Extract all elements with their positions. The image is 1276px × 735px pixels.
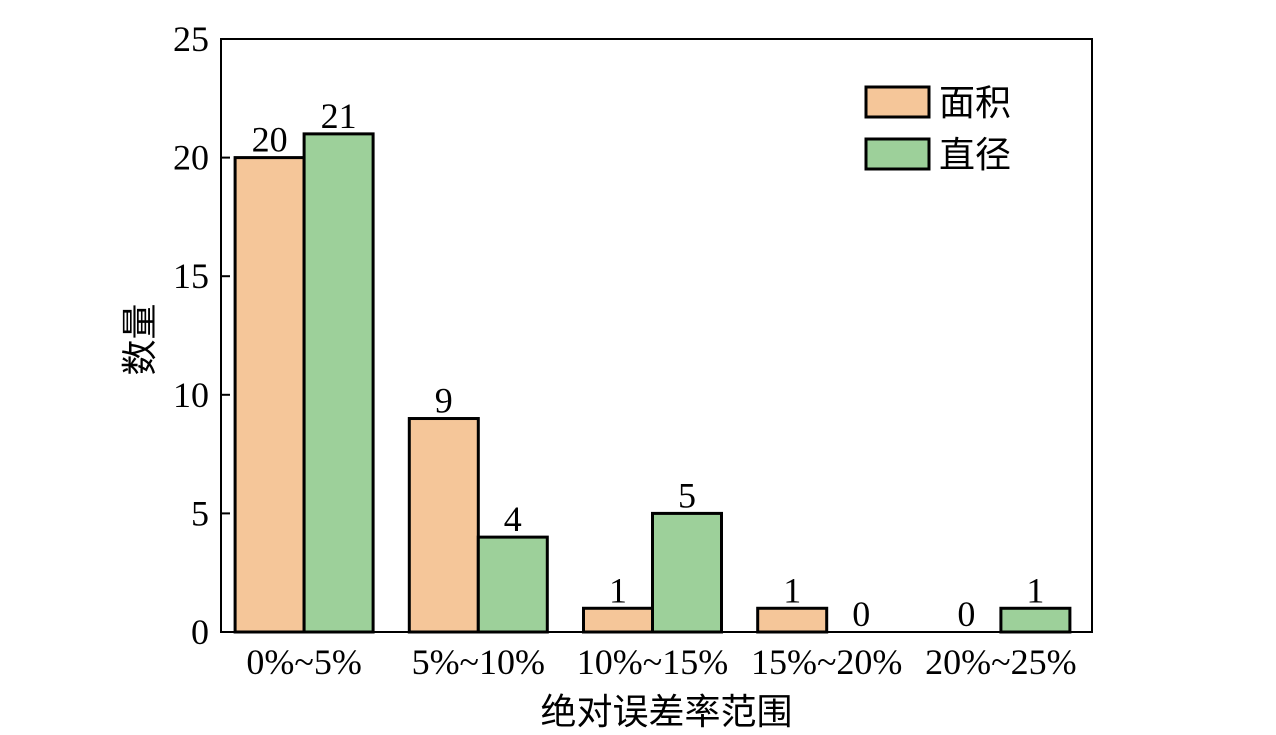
y-tick-label: 5 (191, 493, 209, 533)
y-axis: 0 5 10 15 20 25 (173, 19, 230, 652)
bar-diameter (476, 535, 549, 634)
data-label-diameter: 4 (504, 499, 522, 539)
bar-diameter (999, 606, 1072, 634)
bar-diameter (651, 511, 723, 634)
y-tick-label: 0 (191, 612, 209, 652)
bars-group (233, 132, 1072, 634)
data-label-area: 0 (957, 594, 975, 634)
x-tick-label: 10%~15% (577, 642, 728, 682)
x-tick-label: 20%~25% (925, 642, 1076, 682)
data-label-area: 20 (252, 120, 288, 160)
x-axis-title: 绝对误差率范围 (540, 692, 792, 732)
legend: 面积 直径 (864, 83, 1011, 175)
legend-label-area: 面积 (939, 83, 1011, 123)
y-tick-label: 20 (173, 138, 209, 178)
x-axis: 0%~5% 5%~10% 10%~15% 15%~20% 20%~25% (246, 642, 1076, 682)
y-tick-label: 10 (173, 375, 209, 415)
data-label-diameter: 1 (1026, 570, 1044, 610)
plot-frame (220, 38, 1093, 633)
data-label-area: 1 (783, 570, 801, 610)
x-tick-label: 15%~20% (751, 642, 902, 682)
y-tick-label: 25 (173, 19, 209, 59)
data-label-diameter: 5 (678, 475, 696, 515)
legend-swatch-area (864, 85, 931, 119)
bar-area (582, 606, 654, 634)
bar-area (233, 156, 306, 634)
data-label-area: 9 (435, 381, 453, 421)
y-tick-label: 15 (173, 256, 209, 296)
bar-diameter (302, 132, 375, 634)
data-label-diameter: 0 (852, 594, 870, 634)
y-axis-title: 数量 (120, 303, 160, 375)
data-label-diameter: 21 (321, 96, 357, 136)
legend-label-diameter: 直径 (939, 135, 1011, 175)
bar-area (407, 417, 480, 634)
x-tick-label: 5%~10% (412, 642, 545, 682)
x-tick-label: 0%~5% (246, 642, 361, 682)
data-labels-group: 20 21 9 4 1 5 1 0 0 1 (252, 96, 1045, 634)
data-label-area: 1 (609, 570, 627, 610)
bar-area (756, 606, 829, 634)
legend-swatch-diameter (864, 137, 931, 171)
